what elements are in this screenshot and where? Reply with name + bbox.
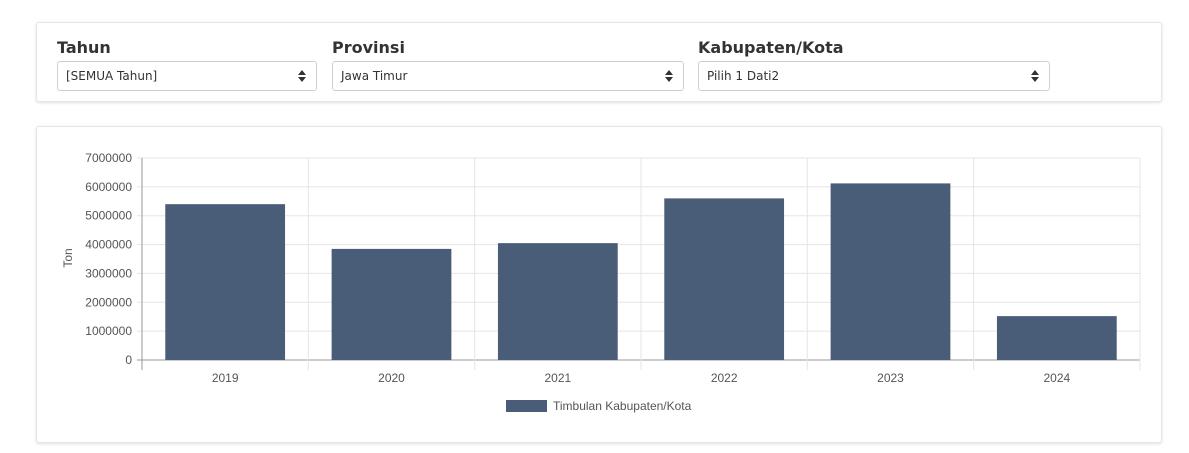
sort-caret-icon <box>1031 70 1039 82</box>
bar-2019[interactable] <box>165 204 286 360</box>
kabupaten-select[interactable]: Pilih 1 Dati2 <box>698 61 1050 91</box>
provinsi-select-value: Jawa Timur <box>341 69 408 83</box>
tahun-select[interactable]: [SEMUA Tahun] <box>57 61 317 91</box>
x-tick-label: 2023 <box>877 371 904 385</box>
y-tick-label: 1000000 <box>85 324 132 338</box>
sort-caret-icon <box>298 70 306 82</box>
tahun-field: Tahun [SEMUA Tahun] <box>57 37 317 91</box>
bar-chart: 0 1000000 2000000 3000000 4000000 5000000 6000… <box>61 151 1141 413</box>
kabupaten-field: Kabupaten/Kota Pilih 1 Dati2 <box>698 37 1050 91</box>
x-tick-label: 2019 <box>212 371 239 385</box>
provinsi-label: Provinsi <box>332 38 405 57</box>
y-tick-label: 6000000 <box>85 180 132 194</box>
filter-panel: Tahun [SEMUA Tahun] Provinsi Jawa Timur … <box>36 22 1162 102</box>
chart-grid <box>137 157 1141 370</box>
tahun-label: Tahun <box>57 38 111 57</box>
x-tick-label: 2021 <box>544 371 571 385</box>
sort-caret-icon <box>665 70 673 82</box>
x-tick-label: 2022 <box>711 371 738 385</box>
kabupaten-select-value: Pilih 1 Dati2 <box>707 69 780 83</box>
bar-2020[interactable] <box>331 248 452 360</box>
y-tick-label: 5000000 <box>85 209 132 223</box>
x-tick-label: 2024 <box>1043 371 1070 385</box>
legend-swatch <box>506 400 547 412</box>
y-tick-label: 3000000 <box>85 266 132 280</box>
y-tick-label: 7000000 <box>85 151 132 165</box>
kabupaten-label: Kabupaten/Kota <box>698 38 844 57</box>
chart-panel: 0 1000000 2000000 3000000 4000000 5000000 6000… <box>36 126 1162 443</box>
bar-2023[interactable] <box>830 183 951 360</box>
y-axis-label: Ton <box>61 248 75 267</box>
bar-2021[interactable] <box>497 243 618 360</box>
x-axis-ticks: 2019 2020 2021 2022 2023 2024 <box>212 371 1071 385</box>
legend-label: Timbulan Kabupaten/Kota <box>553 399 692 413</box>
y-tick-label: 0 <box>125 353 132 367</box>
y-axis-ticks: 0 1000000 2000000 3000000 4000000 5000000 6000… <box>85 151 132 367</box>
y-tick-label: 2000000 <box>85 295 132 309</box>
y-tick-label: 4000000 <box>85 238 132 252</box>
chart-bars <box>165 183 1117 360</box>
provinsi-field: Provinsi Jawa Timur <box>332 37 684 91</box>
x-tick-label: 2020 <box>378 371 405 385</box>
chart-legend: Timbulan Kabupaten/Kota <box>506 399 692 413</box>
bar-2024[interactable] <box>996 316 1117 360</box>
bar-2022[interactable] <box>664 198 785 360</box>
tahun-select-value: [SEMUA Tahun] <box>66 69 158 83</box>
provinsi-select[interactable]: Jawa Timur <box>332 61 684 91</box>
